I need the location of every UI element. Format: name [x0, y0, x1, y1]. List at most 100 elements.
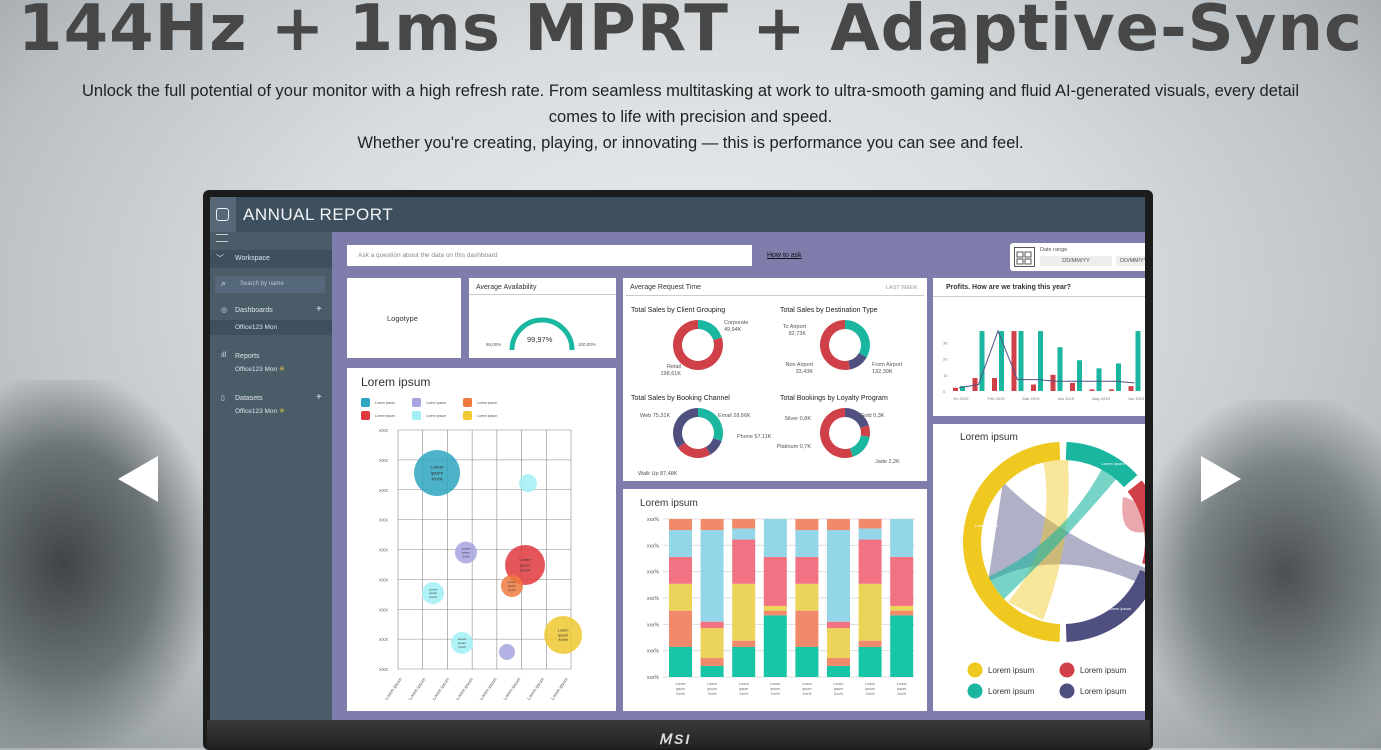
logotype-card: Logotype: [347, 278, 461, 358]
x-tick-label: Xxx%: [802, 692, 811, 696]
bar-segment: [890, 615, 914, 677]
donut-label: Jade 2,2K: [875, 459, 900, 465]
sidebar-workspace[interactable]: ﹀ Workspace: [210, 250, 332, 268]
y-tick-label: XXX: [379, 488, 388, 493]
x-tick-label: Jun 2019: [1128, 396, 1145, 401]
dashboards-label: Dashboards: [235, 307, 273, 314]
bubble-label: Xxx%: [431, 477, 443, 482]
bubble: [454, 541, 477, 564]
bar-segment: [763, 615, 787, 677]
search-placeholder: Search by name: [240, 281, 284, 287]
donut-value: 33,43K: [796, 369, 814, 375]
donut-slice: [860, 425, 870, 437]
date-range-picker[interactable]: Date range DD/MM/YY DD/MM/YY: [1010, 243, 1145, 271]
bar-segment: [858, 519, 882, 529]
background-blur: [0, 380, 210, 748]
y-tick-label: XXX: [379, 637, 388, 642]
x-tick-label: Mar 2019: [1023, 396, 1041, 401]
sidebar-dataset-item[interactable]: Office123 Mon ✳: [210, 407, 332, 419]
date-range-label: Date range: [1040, 247, 1068, 253]
bar-segment: [890, 605, 914, 611]
donut-label: Web 75,31K: [640, 413, 671, 419]
bar-segment: [858, 528, 882, 540]
y-tick-label: xxx%: [647, 570, 660, 576]
profit-bar-teal: [1018, 331, 1024, 391]
x-tick-label: Xxx%: [834, 692, 843, 696]
bar-segment: [669, 556, 692, 584]
how-to-ask-link[interactable]: How to ask: [767, 252, 802, 259]
carousel-next-button[interactable]: [1199, 454, 1243, 504]
bar-segment: [732, 640, 756, 647]
ask-question-input[interactable]: Ask a question about the data on this da…: [347, 245, 752, 266]
bar-segment: [669, 646, 692, 677]
bubble-label: Lorem: [462, 547, 471, 551]
profit-bar-teal: [1057, 347, 1063, 391]
donut-slice: [705, 438, 722, 455]
sidebar-item-datasets[interactable]: ▯ Datasets +: [210, 392, 332, 406]
y-tick-label: XXX: [379, 667, 388, 672]
donut-label: Silver 0,8K: [784, 416, 811, 422]
sidebar-search-input[interactable]: ⌕ Search by name: [215, 276, 325, 293]
donut-value: 82,73K: [789, 331, 807, 337]
add-icon[interactable]: +: [316, 392, 322, 403]
bar-segment: [763, 556, 787, 606]
document-icon: ▯: [221, 395, 225, 402]
dashboard-header: ANNUAL REPORT: [210, 197, 1145, 232]
sidebar-item-dashboards[interactable]: ◎ Dashboards +: [210, 304, 332, 318]
bar-segment: [890, 556, 914, 606]
bar-segment: [795, 583, 819, 611]
profit-bar-red: [992, 378, 997, 391]
hero-line: Unlock the full potential of your monito…: [82, 82, 1299, 100]
calendar-icon: [1014, 247, 1035, 267]
sidebar-item-reports[interactable]: ıll Reports: [210, 350, 332, 364]
bar-segment: [890, 610, 914, 616]
monitor-bezel: [207, 720, 1150, 748]
add-icon[interactable]: +: [316, 304, 322, 315]
gauge-min: 95,00%: [486, 342, 502, 347]
carousel-prev-button[interactable]: [116, 454, 160, 504]
date-from-field[interactable]: DD/MM/YY: [1040, 256, 1112, 266]
reports-label: Reports: [235, 353, 260, 360]
chord-segment-yellow: [962, 442, 1061, 642]
bar-segment: [763, 605, 787, 611]
background-blur: [1141, 400, 1381, 748]
y-tick-label: xxx%: [647, 543, 660, 549]
x-tick-label: ipsum: [771, 687, 780, 691]
sidebar-dashboard-item[interactable]: Office123 Mon: [210, 320, 332, 335]
bar-segment: [763, 519, 787, 557]
card-title: Lorem ipsum: [960, 432, 1018, 443]
sidebar-report-item[interactable]: Office123 Mon ✳: [210, 365, 332, 377]
workspace-label: Workspace: [235, 255, 270, 262]
bar-segment: [700, 628, 724, 659]
dashboard-icon: ◎: [221, 307, 228, 314]
bubble-label: ipsum: [520, 562, 531, 567]
bar-segment: [827, 519, 850, 531]
hamburger-icon[interactable]: [216, 234, 228, 242]
bar-segment: [700, 665, 724, 677]
x-tick-label: Lorem ipsum: [384, 677, 403, 701]
legend-label: Lorem ipsum: [375, 401, 395, 405]
profit-bar-red: [1031, 384, 1036, 391]
legend-swatch: [412, 398, 421, 407]
x-tick-label: Xxx%: [739, 692, 748, 696]
donut-value: 198,61K: [661, 371, 682, 377]
bar-segment: [795, 646, 819, 677]
x-tick-label: Xxx%: [771, 692, 780, 696]
bubble-label: Lorem: [429, 587, 438, 591]
bar-segment: [700, 530, 724, 622]
date-to-field[interactable]: DD/MM/YY: [1116, 256, 1145, 266]
legend-dot: [967, 662, 983, 678]
legend-label: Lorem ipsum: [426, 401, 446, 405]
profit-bar-teal: [979, 331, 985, 391]
bubble: [544, 615, 583, 654]
profit-bar-red: [1128, 386, 1134, 391]
donut-title: Total Sales by Client Grouping: [631, 307, 725, 314]
card-title: Lorem ipsum: [361, 375, 431, 389]
bubble-label: ipsum: [458, 641, 467, 645]
bubble: [451, 632, 474, 655]
app-icon[interactable]: [210, 197, 236, 232]
x-tick-label: Lorem: [834, 682, 844, 686]
bar-segment: [669, 519, 692, 531]
bar-segment: [795, 610, 819, 647]
bubble: [500, 574, 523, 597]
